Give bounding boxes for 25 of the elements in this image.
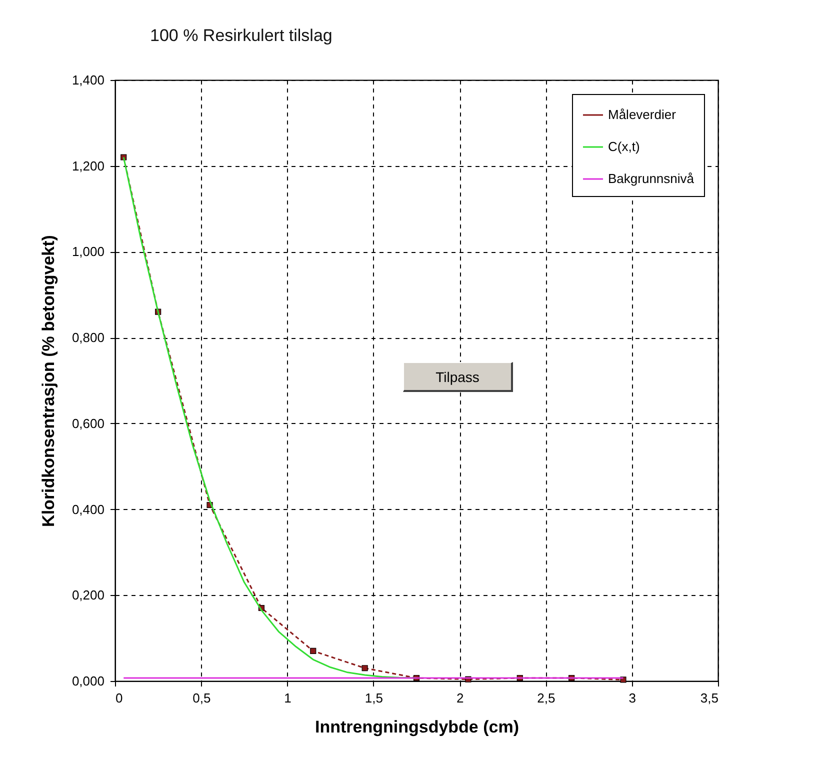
y-tick-label: 0,200 (72, 588, 104, 603)
legend-label: Bakgrunnsnivå (608, 171, 695, 186)
y-tick-label: 0,000 (72, 674, 104, 688)
x-tick-label: 2,5 (537, 690, 556, 706)
x-tick-label: 3,5 (700, 690, 718, 706)
chart-title: 100 % Resirkulert tilslag (150, 26, 332, 46)
x-tick-label: 0,5 (192, 690, 211, 706)
legend-label: C(x,t) (608, 139, 640, 154)
x-tick-label: 1 (284, 690, 292, 706)
y-tick-label: 1,200 (72, 158, 104, 174)
y-tick-label: 0,600 (72, 416, 104, 431)
x-tick-label: 0 (116, 690, 123, 706)
legend-label: Måleverdier (608, 107, 677, 122)
x-tick-label: 1,5 (364, 690, 383, 706)
y-axis-title: Kloridkonsentrasjon (% betongvekt) (38, 235, 58, 527)
x-tick-label: 2 (456, 690, 464, 706)
fit-button[interactable]: Tilpass (403, 362, 513, 392)
y-tick-label: 0,400 (72, 502, 104, 517)
x-tick-label: 3 (628, 690, 636, 706)
point (310, 648, 316, 654)
point (362, 665, 368, 672)
y-tick-label: 0,800 (72, 330, 104, 346)
y-tick-label: 1,400 (72, 72, 104, 88)
x-axis-title: Inntrengningsdybde (cm) (315, 718, 519, 736)
y-tick-label: 1,000 (72, 244, 104, 260)
